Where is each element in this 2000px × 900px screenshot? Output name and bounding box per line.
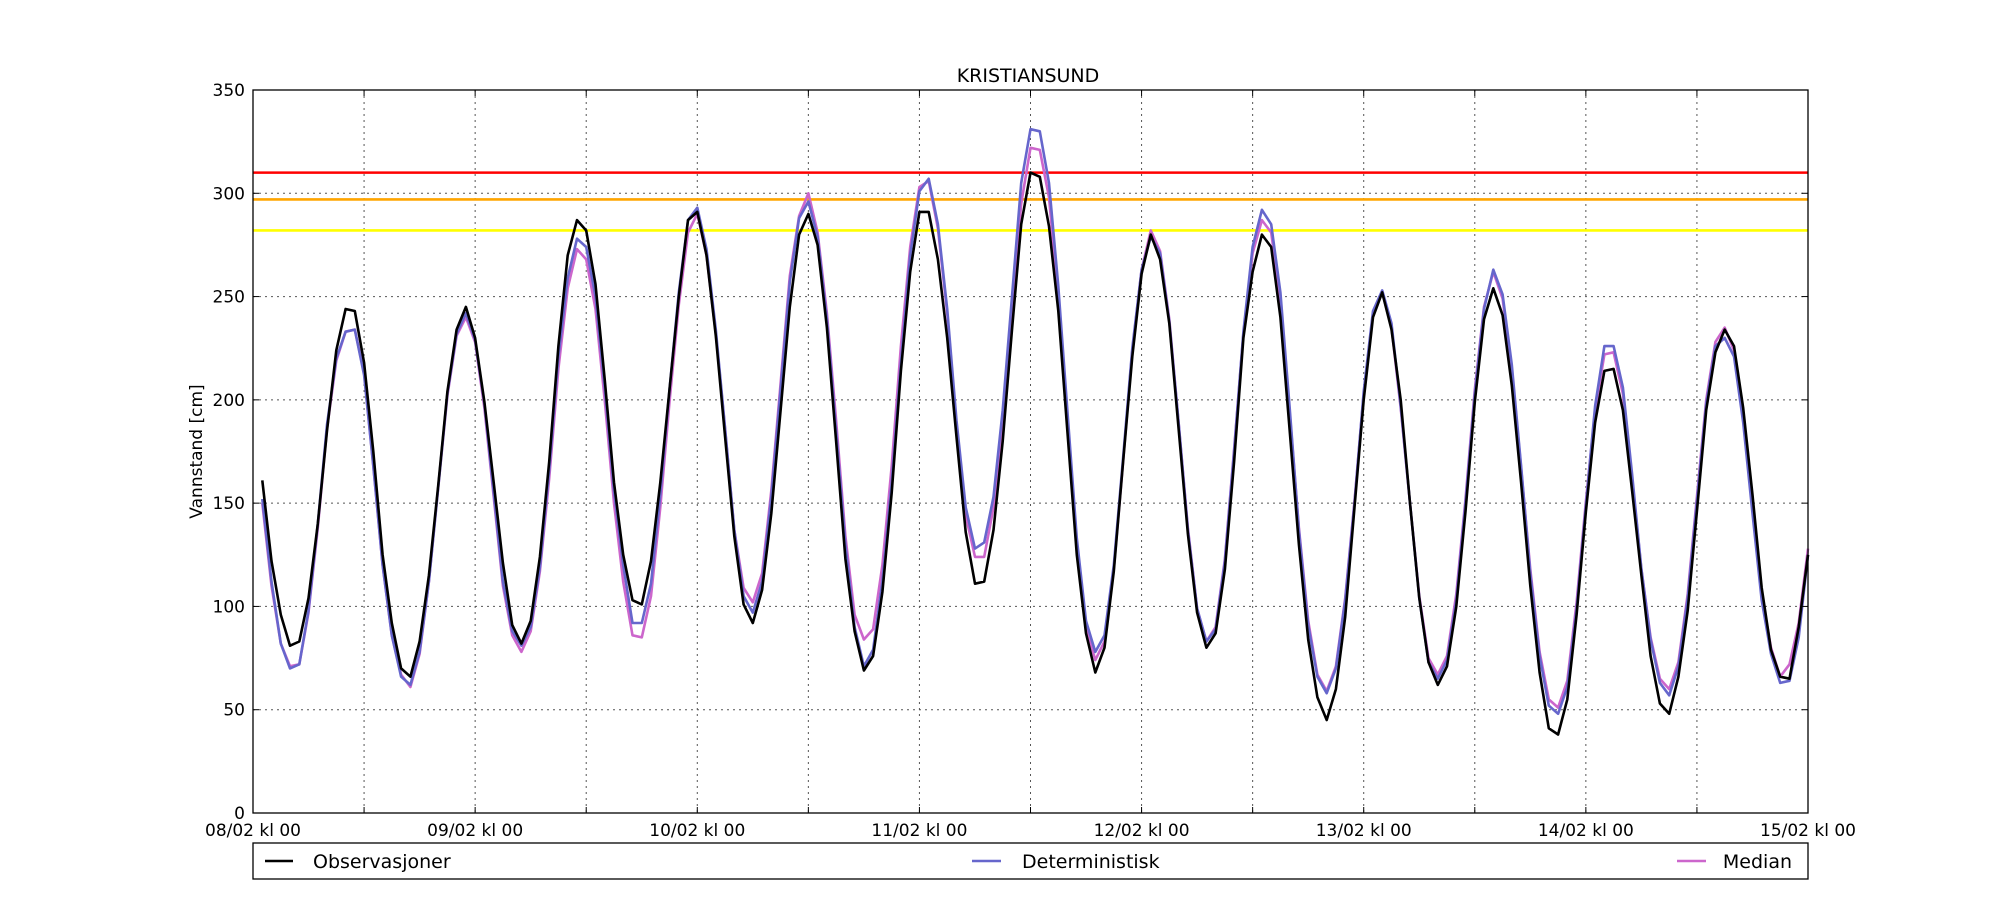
y-tick-label: 100 [213, 597, 245, 617]
y-tick-label: 250 [213, 288, 245, 308]
y-tick-label: 300 [213, 184, 245, 204]
x-tick-label: 12/02 kl 00 [1094, 821, 1190, 841]
data-series [261, 127, 1810, 736]
y-tick-label: 350 [213, 81, 245, 101]
x-tick-label: 15/02 kl 00 [1760, 821, 1856, 841]
grid-lines [253, 90, 1808, 813]
x-tick-label: 11/02 kl 00 [871, 821, 967, 841]
y-tick-label: 50 [223, 701, 245, 721]
y-axis-ticks: 0 50 100 150 200 250 300 350 [213, 81, 1808, 824]
y-tick-label: 150 [213, 494, 245, 514]
x-tick-label: 13/02 kl 00 [1316, 821, 1412, 841]
series-line-median [261, 146, 1810, 709]
y-tick-label: 200 [213, 391, 245, 411]
y-tick-label: 0 [234, 804, 245, 824]
series-line-observasjoner [261, 171, 1810, 736]
x-tick-label: 08/02 kl 00 [205, 821, 301, 841]
y-axis-label: Vannstand [cm] [187, 384, 207, 518]
legend-label-observasjoner: Observasjoner [313, 851, 451, 873]
x-axis-ticks: 08/02 kl 00 09/02 kl 00 10/02 kl 00 11/02 k… [205, 90, 1856, 841]
x-tick-label: 14/02 kl 00 [1538, 821, 1634, 841]
legend-label-median: Median [1723, 851, 1792, 873]
legend: Observasjoner Deterministisk Median [252, 842, 1809, 880]
chart-title: KRISTIANSUND [957, 65, 1100, 87]
x-tick-label: 09/02 kl 00 [427, 821, 523, 841]
legend-box [252, 842, 1809, 880]
legend-label-deterministisk: Deterministisk [1022, 851, 1160, 873]
x-tick-label: 10/02 kl 00 [649, 821, 745, 841]
